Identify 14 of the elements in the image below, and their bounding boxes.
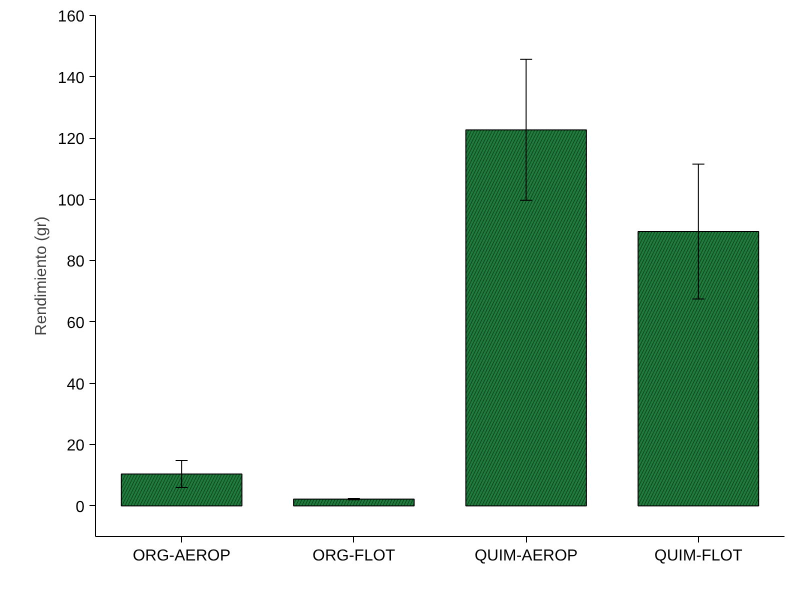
- x-tick-label: ORG-FLOT: [312, 548, 396, 564]
- x-tick-label: QUIM-AEROP: [474, 548, 578, 564]
- y-tick-label: 60: [66, 314, 85, 332]
- y-tick-label: 140: [58, 70, 85, 87]
- y-tick-label: 100: [58, 192, 85, 210]
- x-tick-label: ORG-AEROP: [132, 548, 231, 564]
- y-tick-label: 80: [66, 254, 85, 271]
- y-axis-title: Rendimiento (gr): [32, 216, 50, 336]
- y-tick-label: 120: [58, 131, 85, 148]
- y-tick-label: 20: [66, 438, 85, 455]
- x-tick-label: QUIM-FLOT: [654, 548, 743, 564]
- y-tick-label: 40: [66, 376, 85, 394]
- y-tick-label: 0: [76, 498, 85, 516]
- y-tick-label: 160: [58, 8, 85, 26]
